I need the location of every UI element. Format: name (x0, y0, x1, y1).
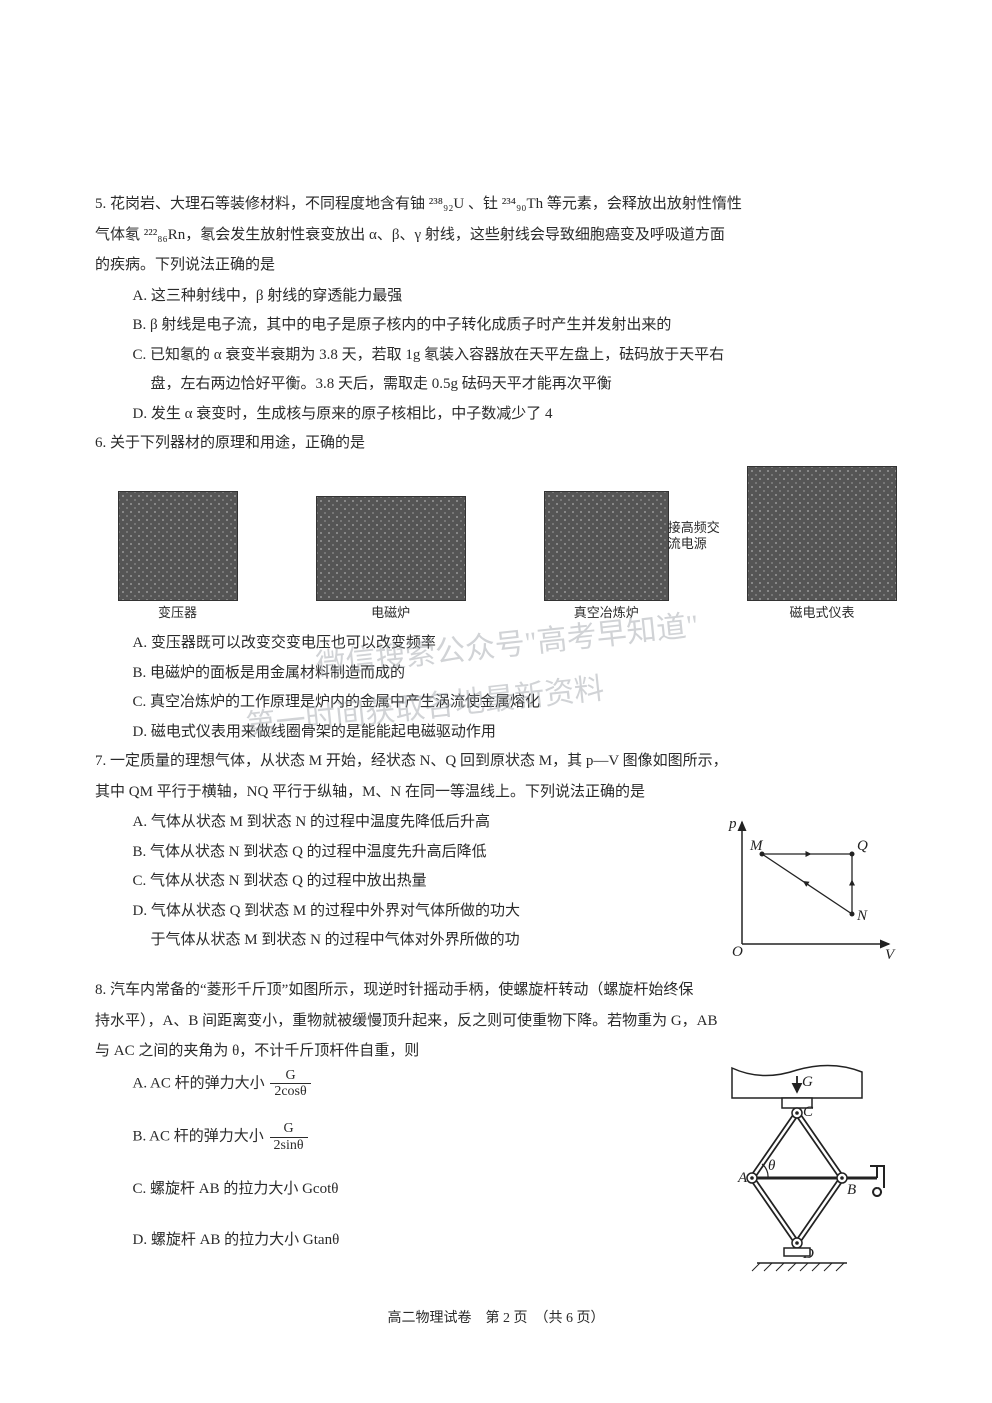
q7-origin: O (732, 944, 743, 960)
q7-label-m: M (749, 838, 764, 854)
page-footer: 高二物理试卷 第 2 页 （共 6 页） (95, 1306, 897, 1333)
q8-b-num: G (270, 1121, 308, 1137)
q8-a-den: 2cosθ (270, 1084, 310, 1099)
q8-choice-a: A. AC 杆的弹力大小 G 2cosθ (133, 1068, 693, 1100)
q7-choice-b: B. 气体从状态 N 到状态 Q 的过程中温度先升高后降低 (133, 838, 708, 867)
q5-choice-c: C. 已知氡的 α 衰变半衰期为 3.8 天，若取 1g 氡装入容器放在天平左盘… (133, 341, 898, 370)
q5-stem-l3: 的疾病。下列说法正确的是 (95, 251, 897, 280)
q8-choice-c: C. 螺旋杆 AB 的拉力大小 Gcotθ (133, 1175, 693, 1204)
q6-img-transformer: 变压器 (118, 491, 238, 626)
q8-b-pre: B. AC 杆的弹力大小 (133, 1129, 264, 1145)
q8-fig-c: C (803, 1104, 814, 1120)
q7-stem-l2: 其中 QM 平行于横轴，NQ 平行于纵轴，M、N 在同一等温线上。下列说法正确的… (95, 778, 897, 807)
q8-stem-l2: 持水平），A、B 间距离变小，重物就被缓慢顶升起来，反之则可使重物下降。若物重为… (95, 1007, 897, 1036)
q6-choice-c: C. 真空冶炼炉的工作原理是炉内的金属中产生涡流使金属熔化 (133, 688, 898, 717)
q6-choice-a: A. 变压器既可以改变交变电压也可以改变频率 (133, 629, 898, 658)
q6-cap-stove: 电磁炉 (316, 601, 466, 626)
q6-img-furnace: 接高频交 流电源 真空冶炼炉 (544, 491, 669, 626)
q8-fig-theta: θ (768, 1158, 776, 1174)
q6-furnace-note1: 接高频交 (668, 520, 720, 535)
question-7: 7. 一定质量的理想气体，从状态 M 开始，经状态 N、Q 回到原状态 M，其 … (95, 747, 897, 964)
q7-axis-v: V (885, 947, 896, 963)
q7-label-q: Q (857, 838, 868, 854)
question-5: 5. 花岗岩、大理石等装修材料，不同程度地含有铀 ²³⁸₉₂U 、钍 ²³⁴₉₀… (95, 190, 897, 428)
q6-cap-meter: 磁电式仪表 (747, 601, 897, 626)
q8-fig-g: G (802, 1074, 813, 1090)
q6-choice-b: B. 电磁炉的面板是用金属材料制造而成的 (133, 659, 898, 688)
q8-stem-l1: 8. 汽车内常备的“菱形千斤顶”如图所示，现逆时针摇动手柄，使螺旋杆转动（螺旋杆… (95, 976, 897, 1005)
q6-img-stove: 电磁炉 (316, 496, 466, 626)
question-6: 6. 关于下列器材的原理和用途，正确的是 变压器 电磁炉 接高频交 流电源 真空… (95, 429, 897, 746)
q7-choice-a: A. 气体从状态 M 到状态 N 的过程中温度先降低后升高 (133, 808, 708, 837)
q7-choice-d2: 于气体从状态 M 到状态 N 的过程中气体对外界所做的功 (133, 926, 708, 955)
q7-choice-c: C. 气体从状态 N 到状态 Q 的过程中放出热量 (133, 867, 708, 896)
q5-stem-l1: 5. 花岗岩、大理石等装修材料，不同程度地含有铀 ²³⁸₉₂U 、钍 ²³⁴₉₀… (95, 190, 897, 219)
q8-a-pre: A. AC 杆的弹力大小 (133, 1075, 265, 1091)
q6-stem: 6. 关于下列器材的原理和用途，正确的是 (95, 429, 897, 458)
q7-choice-d1: D. 气体从状态 Q 到状态 M 的过程中外界对气体所做的功大 (133, 897, 708, 926)
q6-furnace-note2: 流电源 (668, 536, 707, 551)
q7-stem-l1: 7. 一定质量的理想气体，从状态 M 开始，经状态 N、Q 回到原状态 M，其 … (95, 747, 897, 776)
q8-fig-a: A (737, 1170, 748, 1186)
q8-a-num: G (270, 1068, 310, 1084)
question-8: 8. 汽车内常备的“菱形千斤顶”如图所示，现逆时针摇动手柄，使螺旋杆转动（螺旋杆… (95, 976, 897, 1288)
q5-choice-c-cont: 盘，左右两边恰好平衡。3.8 天后，需取走 0.5g 砝码天平才能再次平衡 (133, 370, 898, 399)
q6-img-meter: 磁电式仪表 (747, 466, 897, 626)
q6-cap-furnace: 真空冶炼炉 (544, 601, 669, 626)
q8-fig-b: B (847, 1182, 856, 1198)
q5-stem-l2: 气体氡 ²²²₈₆Rn，氡会发生放射性衰变放出 α、β、γ 射线，这些射线会导致… (95, 221, 897, 250)
q6-cap-transformer: 变压器 (118, 601, 238, 626)
q5-choice-a: A. 这三种射线中，β 射线的穿透能力最强 (133, 282, 898, 311)
q8-b-den: 2sinθ (270, 1138, 308, 1153)
q7-label-n: N (856, 908, 868, 924)
q8-jack-figure: G (702, 1058, 897, 1288)
q6-choice-d: D. 磁电式仪表用来做线圈骨架的是能能起电磁驱动作用 (133, 718, 898, 747)
q7-axis-p: p (728, 816, 737, 832)
q6-image-strip: 变压器 电磁炉 接高频交 流电源 真空冶炼炉 磁电式仪表 (95, 460, 897, 630)
q8-choice-d: D. 螺旋杆 AB 的拉力大小 Gtanθ (133, 1226, 693, 1255)
q5-choice-b: B. β 射线是电子流，其中的电子是原子核内的中子转化成质子时产生并发射出来的 (133, 311, 898, 340)
q5-choice-d: D. 发生 α 衰变时，生成核与原来的原子核相比，中子数减少了 4 (133, 400, 898, 429)
q8-choice-b: B. AC 杆的弹力大小 G 2sinθ (133, 1121, 693, 1153)
q7-pv-graph: p V O M Q N (717, 814, 897, 964)
